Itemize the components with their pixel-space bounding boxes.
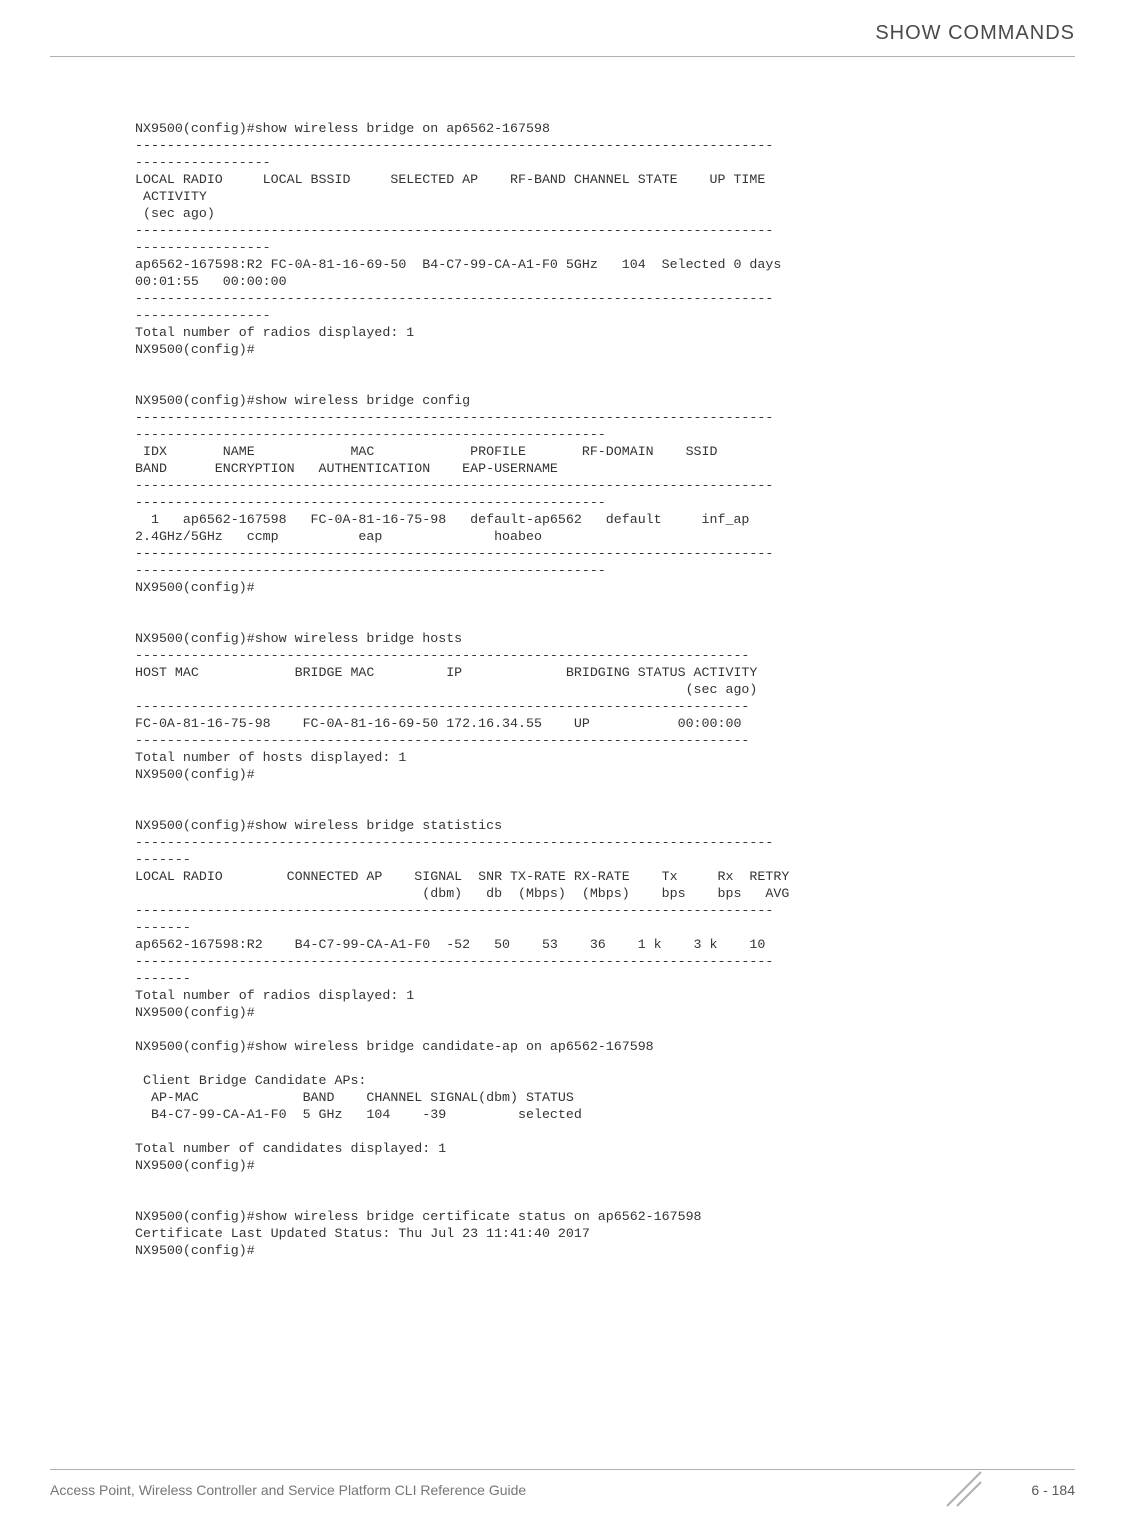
header-rule: [50, 56, 1075, 57]
cli-output: NX9500(config)#show wireless bridge on a…: [135, 120, 1095, 1259]
footer-left-text: Access Point, Wireless Controller and Se…: [50, 1482, 526, 1498]
footer-logo-icon: [943, 1468, 985, 1510]
header-title: SHOW COMMANDS: [875, 22, 1075, 45]
page: SHOW COMMANDS NX9500(config)#show wirele…: [0, 0, 1125, 1518]
footer-rule: [50, 1469, 1075, 1470]
page-number: 6 - 184: [1031, 1482, 1075, 1498]
